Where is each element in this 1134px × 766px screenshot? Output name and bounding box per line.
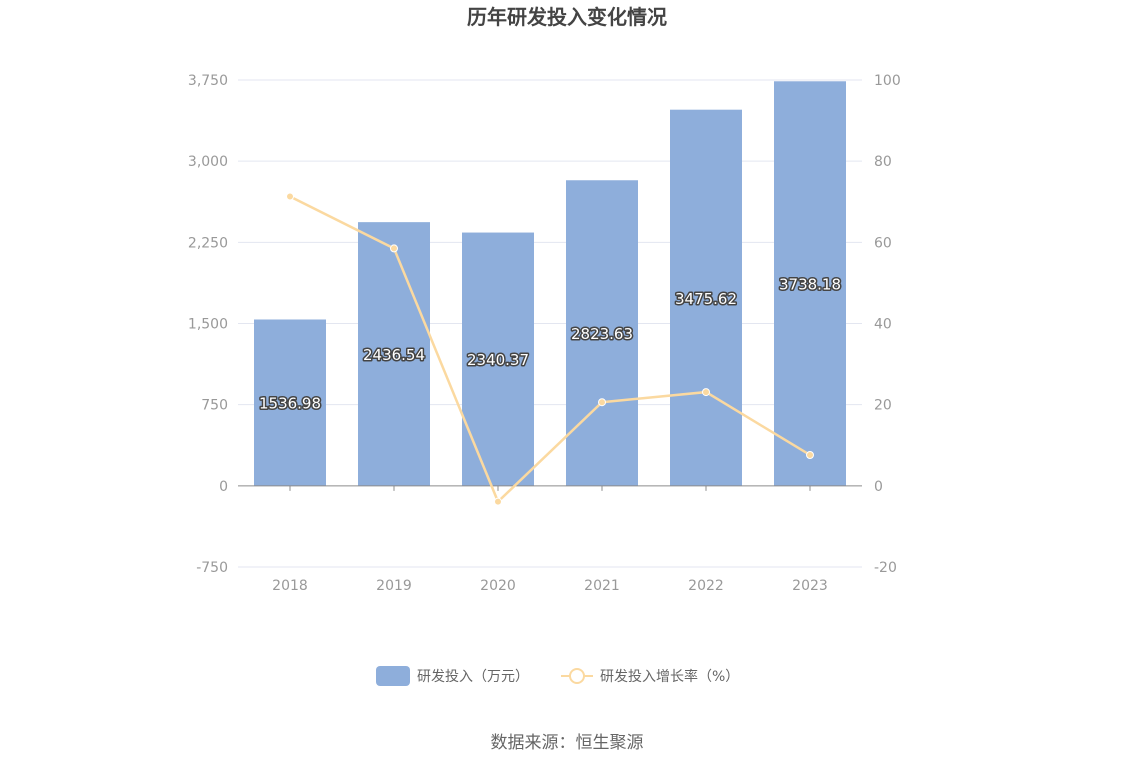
right-tick-label: 0 bbox=[874, 479, 883, 495]
left-tick-label: 0 bbox=[219, 479, 228, 495]
bar bbox=[566, 180, 638, 486]
growth-point bbox=[390, 244, 398, 253]
bar-value-label: 2823.63 bbox=[571, 325, 633, 343]
bar-value-label: 1536.98 bbox=[259, 395, 321, 413]
x-tick-label: 2021 bbox=[584, 578, 620, 594]
growth-point bbox=[494, 497, 502, 506]
left-tick-label: 750 bbox=[201, 398, 228, 414]
line-series bbox=[286, 192, 814, 506]
x-axis: 2018 2019 2020 2021 2022 2023 bbox=[238, 485, 862, 594]
bar-value-label: 3738.18 bbox=[779, 276, 841, 294]
left-tick-label: -750 bbox=[196, 560, 228, 576]
chart-title: 历年研发投入变化情况 bbox=[467, 5, 667, 29]
bar-series bbox=[254, 81, 846, 486]
left-tick-label: 3,750 bbox=[188, 73, 228, 89]
x-tick-label: 2023 bbox=[792, 578, 828, 594]
left-axis: -750 0 750 1,500 2,250 3,000 3,750 bbox=[188, 73, 228, 576]
bar-value-label: 2436.54 bbox=[363, 346, 425, 364]
bar-labels: 1536.98 2436.54 2340.37 2823.63 3475.62 3738.… bbox=[257, 274, 842, 414]
right-tick-label: 20 bbox=[874, 398, 892, 414]
legend-bar-label[interactable]: 研发投入（万元） bbox=[417, 669, 529, 685]
left-tick-label: 1,500 bbox=[188, 317, 228, 333]
growth-point bbox=[806, 450, 814, 459]
legend-line-label[interactable]: 研发投入增长率（%） bbox=[600, 668, 739, 685]
bar bbox=[774, 81, 846, 486]
x-tick-label: 2020 bbox=[480, 578, 516, 594]
grid bbox=[238, 79, 862, 568]
growth-point bbox=[702, 388, 710, 397]
right-tick-label: 60 bbox=[874, 235, 892, 251]
left-tick-label: 3,000 bbox=[188, 154, 228, 170]
bar-value-label: 3475.62 bbox=[675, 290, 737, 308]
legend-bar-swatch[interactable] bbox=[376, 666, 410, 686]
legend-line-marker[interactable] bbox=[569, 668, 585, 684]
x-tick-label: 2022 bbox=[688, 578, 724, 594]
x-tick-label: 2018 bbox=[272, 578, 308, 594]
bar bbox=[358, 222, 430, 486]
growth-line bbox=[289, 195, 811, 504]
right-axis: -20 0 20 40 60 80 100 bbox=[874, 73, 901, 576]
left-tick-label: 2,250 bbox=[188, 235, 228, 251]
right-tick-label: 80 bbox=[874, 154, 892, 170]
right-tick-label: -20 bbox=[874, 560, 897, 576]
x-tick-label: 2019 bbox=[376, 578, 412, 594]
bar bbox=[670, 109, 742, 486]
bar-value-label: 2340.37 bbox=[467, 351, 529, 369]
growth-point bbox=[598, 398, 606, 407]
right-tick-label: 100 bbox=[874, 73, 901, 89]
data-source: 数据来源：恒生聚源 bbox=[491, 733, 644, 753]
growth-point bbox=[286, 192, 294, 201]
right-tick-label: 40 bbox=[874, 317, 892, 333]
legend: 研发投入（万元） 研发投入增长率（%） bbox=[376, 666, 739, 686]
bar bbox=[254, 319, 326, 486]
